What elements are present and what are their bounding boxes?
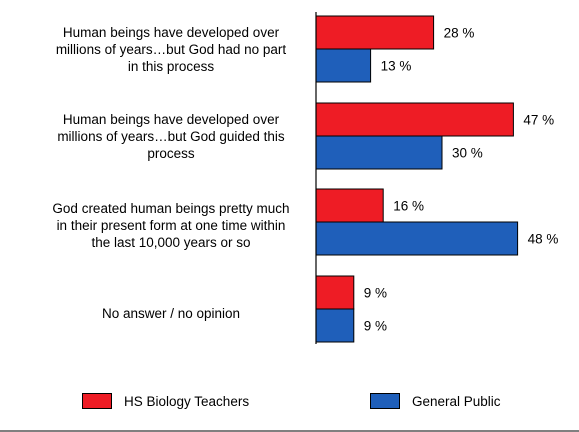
data-label-teachers-2: 47 %	[523, 113, 554, 128]
legend-label-public: General Public	[412, 393, 501, 409]
data-label-public-4: 9 %	[364, 319, 387, 334]
category-label-3-line-2: in their present form at one time within	[56, 218, 286, 233]
bar-public-4	[315, 308, 355, 343]
bar-teachers-2	[315, 102, 514, 137]
category-label-3: God created human beings pretty much in …	[42, 200, 300, 251]
category-label-1-line-2: millions of years…but God had no part	[55, 42, 287, 57]
category-label-3-line-1: God created human beings pretty much	[52, 201, 290, 216]
category-label-2: Human beings have developed over million…	[42, 111, 300, 162]
category-label-1: Human beings have developed over million…	[42, 24, 300, 75]
data-label-teachers-3: 16 %	[393, 199, 424, 214]
data-label-teachers-4: 9 %	[364, 286, 387, 301]
category-label-2-line-3: process	[147, 146, 195, 161]
legend-item-teachers: HS Biology Teachers	[82, 391, 249, 411]
data-label-teachers-1: 28 %	[444, 26, 475, 41]
data-label-public-2: 30 %	[452, 146, 483, 161]
bar-public-1	[315, 48, 372, 83]
bar-teachers-4	[315, 275, 355, 310]
bar-public-2	[315, 135, 443, 170]
legend-swatch-teachers	[82, 393, 112, 409]
category-label-4: No answer / no opinion	[42, 305, 300, 322]
category-label-1-line-1: Human beings have developed over	[62, 25, 280, 40]
data-label-public-1: 13 %	[381, 59, 412, 74]
legend-label-teachers: HS Biology Teachers	[124, 393, 250, 409]
category-label-4-line-1: No answer / no opinion	[101, 306, 241, 321]
bar-teachers-3	[315, 188, 384, 223]
category-label-3-line-3: the last 10,000 years or so	[91, 235, 251, 250]
category-label-2-line-2: millions of years…but God guided this	[57, 129, 285, 144]
bar-teachers-1	[315, 15, 435, 50]
bar-public-3	[315, 221, 519, 256]
data-label-public-3: 48 %	[528, 232, 559, 247]
category-label-2-line-1: Human beings have developed over	[62, 112, 280, 127]
category-label-1-line-3: in this process	[127, 59, 215, 74]
legend-swatch-public	[370, 393, 400, 409]
legend-item-public: General Public	[370, 391, 501, 411]
